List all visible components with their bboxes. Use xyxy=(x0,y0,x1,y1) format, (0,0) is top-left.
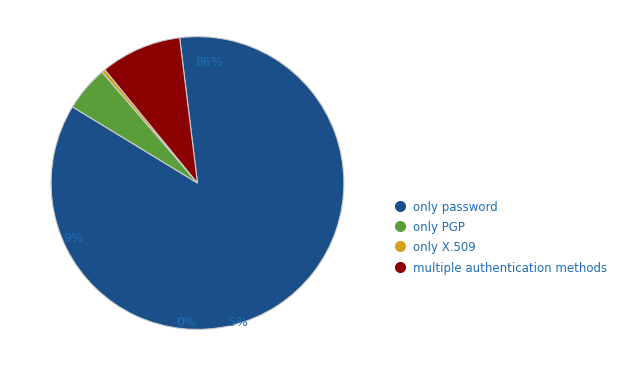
Text: 0%: 0% xyxy=(176,315,196,329)
Text: 5%: 5% xyxy=(229,315,248,329)
Legend: only password, only PGP, only X.509, multiple authentication methods: only password, only PGP, only X.509, mul… xyxy=(394,198,610,278)
Text: 9%: 9% xyxy=(63,232,83,245)
Wedge shape xyxy=(51,37,344,329)
Wedge shape xyxy=(105,38,197,183)
Text: 86%: 86% xyxy=(196,56,223,70)
Wedge shape xyxy=(73,72,197,183)
Wedge shape xyxy=(102,70,197,183)
